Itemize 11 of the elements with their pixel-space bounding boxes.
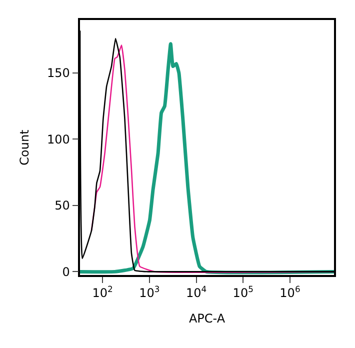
x-tick-label: 10$^{4}$ [186, 284, 207, 300]
x-tick-label: 10$^{2}$ [92, 284, 113, 300]
y-tick-label: 50 [54, 198, 70, 213]
x-axis-title: APC-A [188, 312, 226, 326]
y-tick-label: 100 [46, 132, 70, 146]
y-tick-label: 150 [46, 66, 70, 80]
y-tick-label: 0 [62, 264, 70, 279]
x-tick-label: 10$^{6}$ [280, 284, 300, 300]
x-tick-label: 10$^{5}$ [232, 284, 254, 300]
x-tick-label: 10$^{3}$ [139, 284, 160, 300]
y-axis-title: Count [18, 129, 32, 166]
